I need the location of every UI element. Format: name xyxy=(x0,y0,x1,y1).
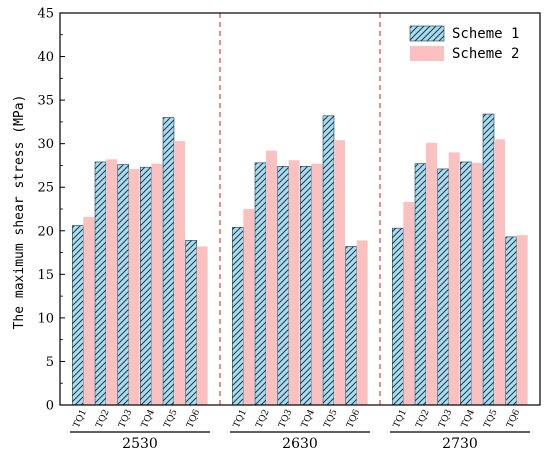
bar-scheme1 xyxy=(437,168,449,406)
category-label: TQ4 xyxy=(300,408,317,430)
bar-scheme2 xyxy=(448,152,460,405)
bar-scheme2 xyxy=(243,209,255,405)
bar-scheme2 xyxy=(426,142,437,406)
category-label: TQ2 xyxy=(95,408,112,430)
bar-scheme2 xyxy=(334,140,345,405)
bar-scheme1 xyxy=(482,113,495,406)
category-label: TQ6 xyxy=(185,408,202,430)
category-label: TQ1 xyxy=(232,408,249,430)
category-label: TQ1 xyxy=(72,408,89,430)
bar-scheme2 xyxy=(106,159,117,405)
y-tick-label: 5 xyxy=(46,355,54,370)
y-tick-label: 10 xyxy=(37,311,54,326)
category-label: TQ6 xyxy=(505,408,522,430)
y-axis-label: The maximum shear stress (MPa) xyxy=(12,95,27,330)
category-label: TQ6 xyxy=(345,408,362,430)
bar-scheme2 xyxy=(151,163,163,405)
bar-scheme2 xyxy=(288,160,300,405)
bar-scheme1 xyxy=(140,166,152,406)
category-label: TQ3 xyxy=(277,408,294,430)
bar-scheme1 xyxy=(254,162,267,406)
y-tick-label: 15 xyxy=(37,268,54,283)
bar-scheme2 xyxy=(494,139,505,405)
bar-scheme1 xyxy=(460,161,472,406)
legend-label: Scheme 1 xyxy=(452,26,519,42)
category-label: TQ3 xyxy=(117,408,134,430)
group-label: 2530 xyxy=(122,436,158,452)
bar-scheme2 xyxy=(403,202,415,405)
legend-label: Scheme 2 xyxy=(452,46,519,62)
bar-scheme1 xyxy=(162,117,175,406)
legend-swatch xyxy=(410,46,444,61)
y-tick-label: 20 xyxy=(37,224,54,239)
bar-scheme2 xyxy=(83,216,95,405)
category-label: TQ5 xyxy=(163,408,180,430)
legend-swatch xyxy=(409,25,445,42)
bar-scheme2 xyxy=(356,240,368,405)
legend: Scheme 1 Scheme 2 xyxy=(409,25,519,62)
bar-scheme2 xyxy=(516,235,528,405)
bar-scheme1 xyxy=(72,225,84,406)
y-tick-label: 40 xyxy=(37,50,54,65)
category-label: TQ4 xyxy=(140,408,157,430)
category-label: TQ4 xyxy=(460,408,477,430)
category-label: TQ5 xyxy=(483,408,500,430)
bar-scheme1 xyxy=(345,246,357,406)
y-tick-label: 30 xyxy=(37,137,54,152)
bar-scheme1 xyxy=(117,164,129,406)
group-label: 2630 xyxy=(282,436,318,452)
category-label: TQ1 xyxy=(392,408,409,430)
category-label: TQ2 xyxy=(255,408,272,430)
y-tick-label: 35 xyxy=(37,94,54,109)
group-label: 2730 xyxy=(442,436,478,452)
bar-scheme1 xyxy=(94,161,107,406)
bar-scheme1 xyxy=(392,227,404,406)
bar-scheme1 xyxy=(185,240,197,406)
bar-scheme2 xyxy=(174,141,185,406)
y-tick-label: 45 xyxy=(37,7,54,22)
bar-scheme1 xyxy=(300,166,312,406)
bar-scheme1 xyxy=(277,166,289,406)
y-tick-label: 25 xyxy=(37,181,54,196)
category-label: TQ5 xyxy=(323,408,340,430)
bar-scheme1 xyxy=(414,163,427,406)
bar-scheme1 xyxy=(505,236,517,406)
bar-scheme2 xyxy=(196,246,208,405)
category-label: TQ3 xyxy=(437,408,454,430)
bar-scheme1 xyxy=(232,226,244,406)
bar-scheme2 xyxy=(266,150,277,405)
bar-scheme2 xyxy=(471,162,483,405)
bar-scheme1 xyxy=(322,115,335,406)
plot-area xyxy=(72,13,528,406)
bar-scheme2 xyxy=(128,168,140,405)
y-tick-label: 0 xyxy=(46,399,54,414)
category-label: TQ2 xyxy=(415,408,432,430)
bar-scheme2 xyxy=(311,163,323,405)
